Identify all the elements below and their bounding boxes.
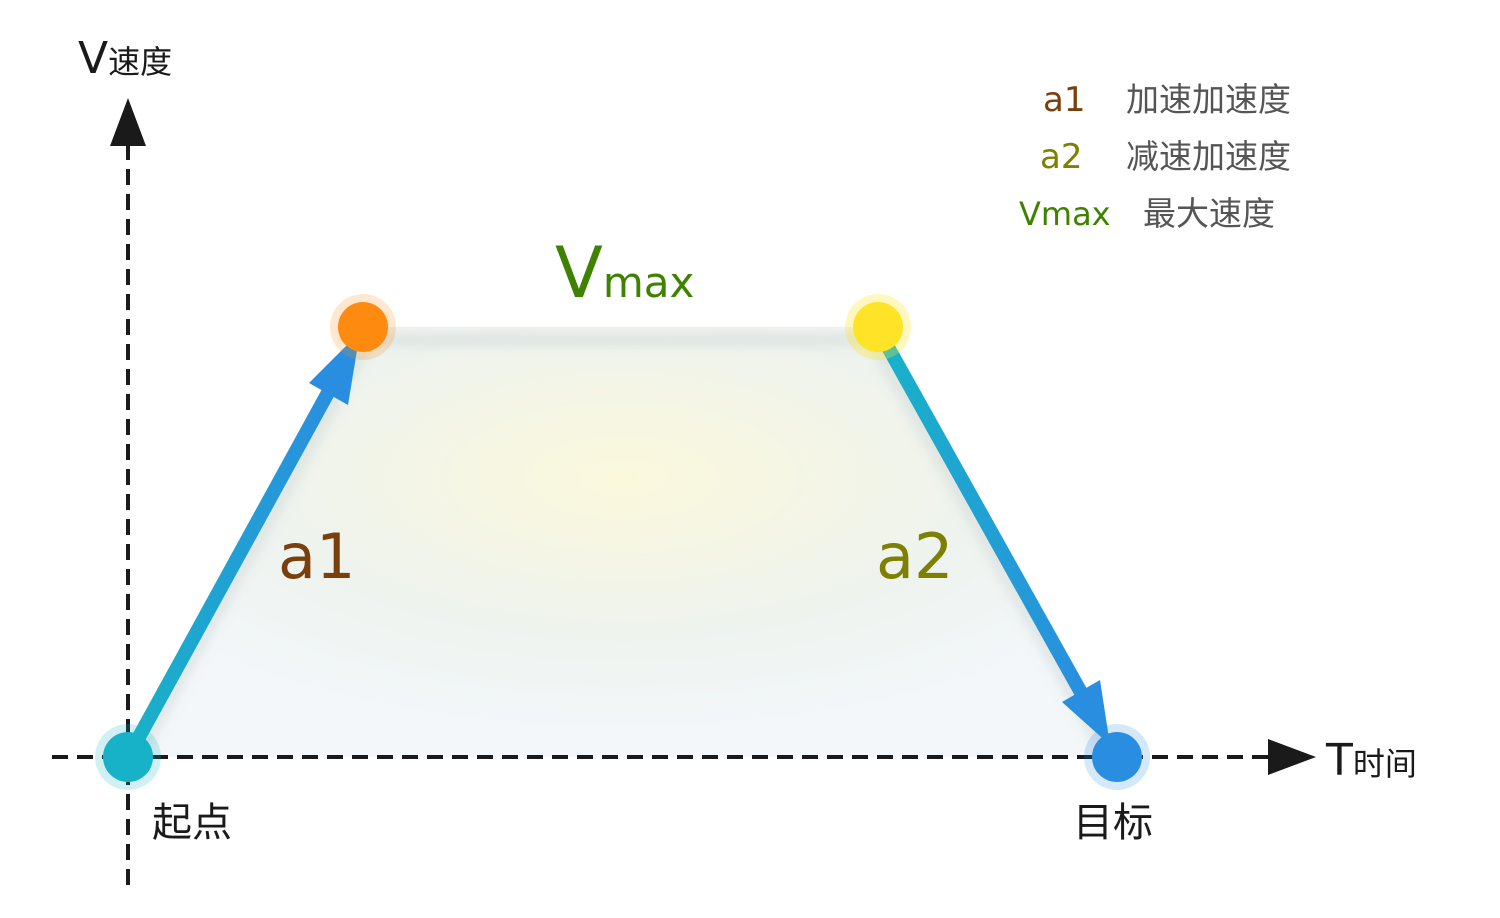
area-shadow (135, 335, 1110, 755)
x-axis-arrowhead-icon (1268, 739, 1316, 775)
vmax-label: Vmax (555, 232, 694, 314)
accel-arrowhead-icon (309, 332, 360, 405)
legend-symbol-a2: a2 (1040, 137, 1082, 177)
decel-arrow (877, 336, 1095, 709)
start-point-label: 起点 (152, 800, 232, 846)
start-point (103, 732, 153, 782)
y-axis-arrowhead-icon (110, 98, 146, 146)
decel-label: a2 (876, 520, 953, 593)
end-point-label: 目标 (1073, 800, 1153, 846)
accel-label: a1 (278, 520, 355, 593)
legend-desc-a1: 加速加速度 (1126, 80, 1291, 119)
legend-symbol-a1: a1 (1043, 80, 1085, 120)
accel-arrow (121, 376, 342, 761)
legend-symbol-vmax: Vmax (1019, 195, 1111, 233)
vmax-end-point (853, 302, 903, 352)
y-axis-label: V速度 (78, 33, 172, 84)
area-under-curve (128, 327, 1117, 757)
decel-arrowhead-icon (1062, 680, 1110, 745)
legend: a1 加速加速度 a2 减速加速度 Vmax 最大速度 (1019, 80, 1291, 233)
vmax-start-point (338, 302, 388, 352)
end-point (1092, 732, 1142, 782)
legend-desc-a2: 减速加速度 (1126, 137, 1291, 176)
x-axis-label: T时间 (1325, 735, 1417, 786)
legend-desc-vmax: 最大速度 (1143, 194, 1275, 233)
